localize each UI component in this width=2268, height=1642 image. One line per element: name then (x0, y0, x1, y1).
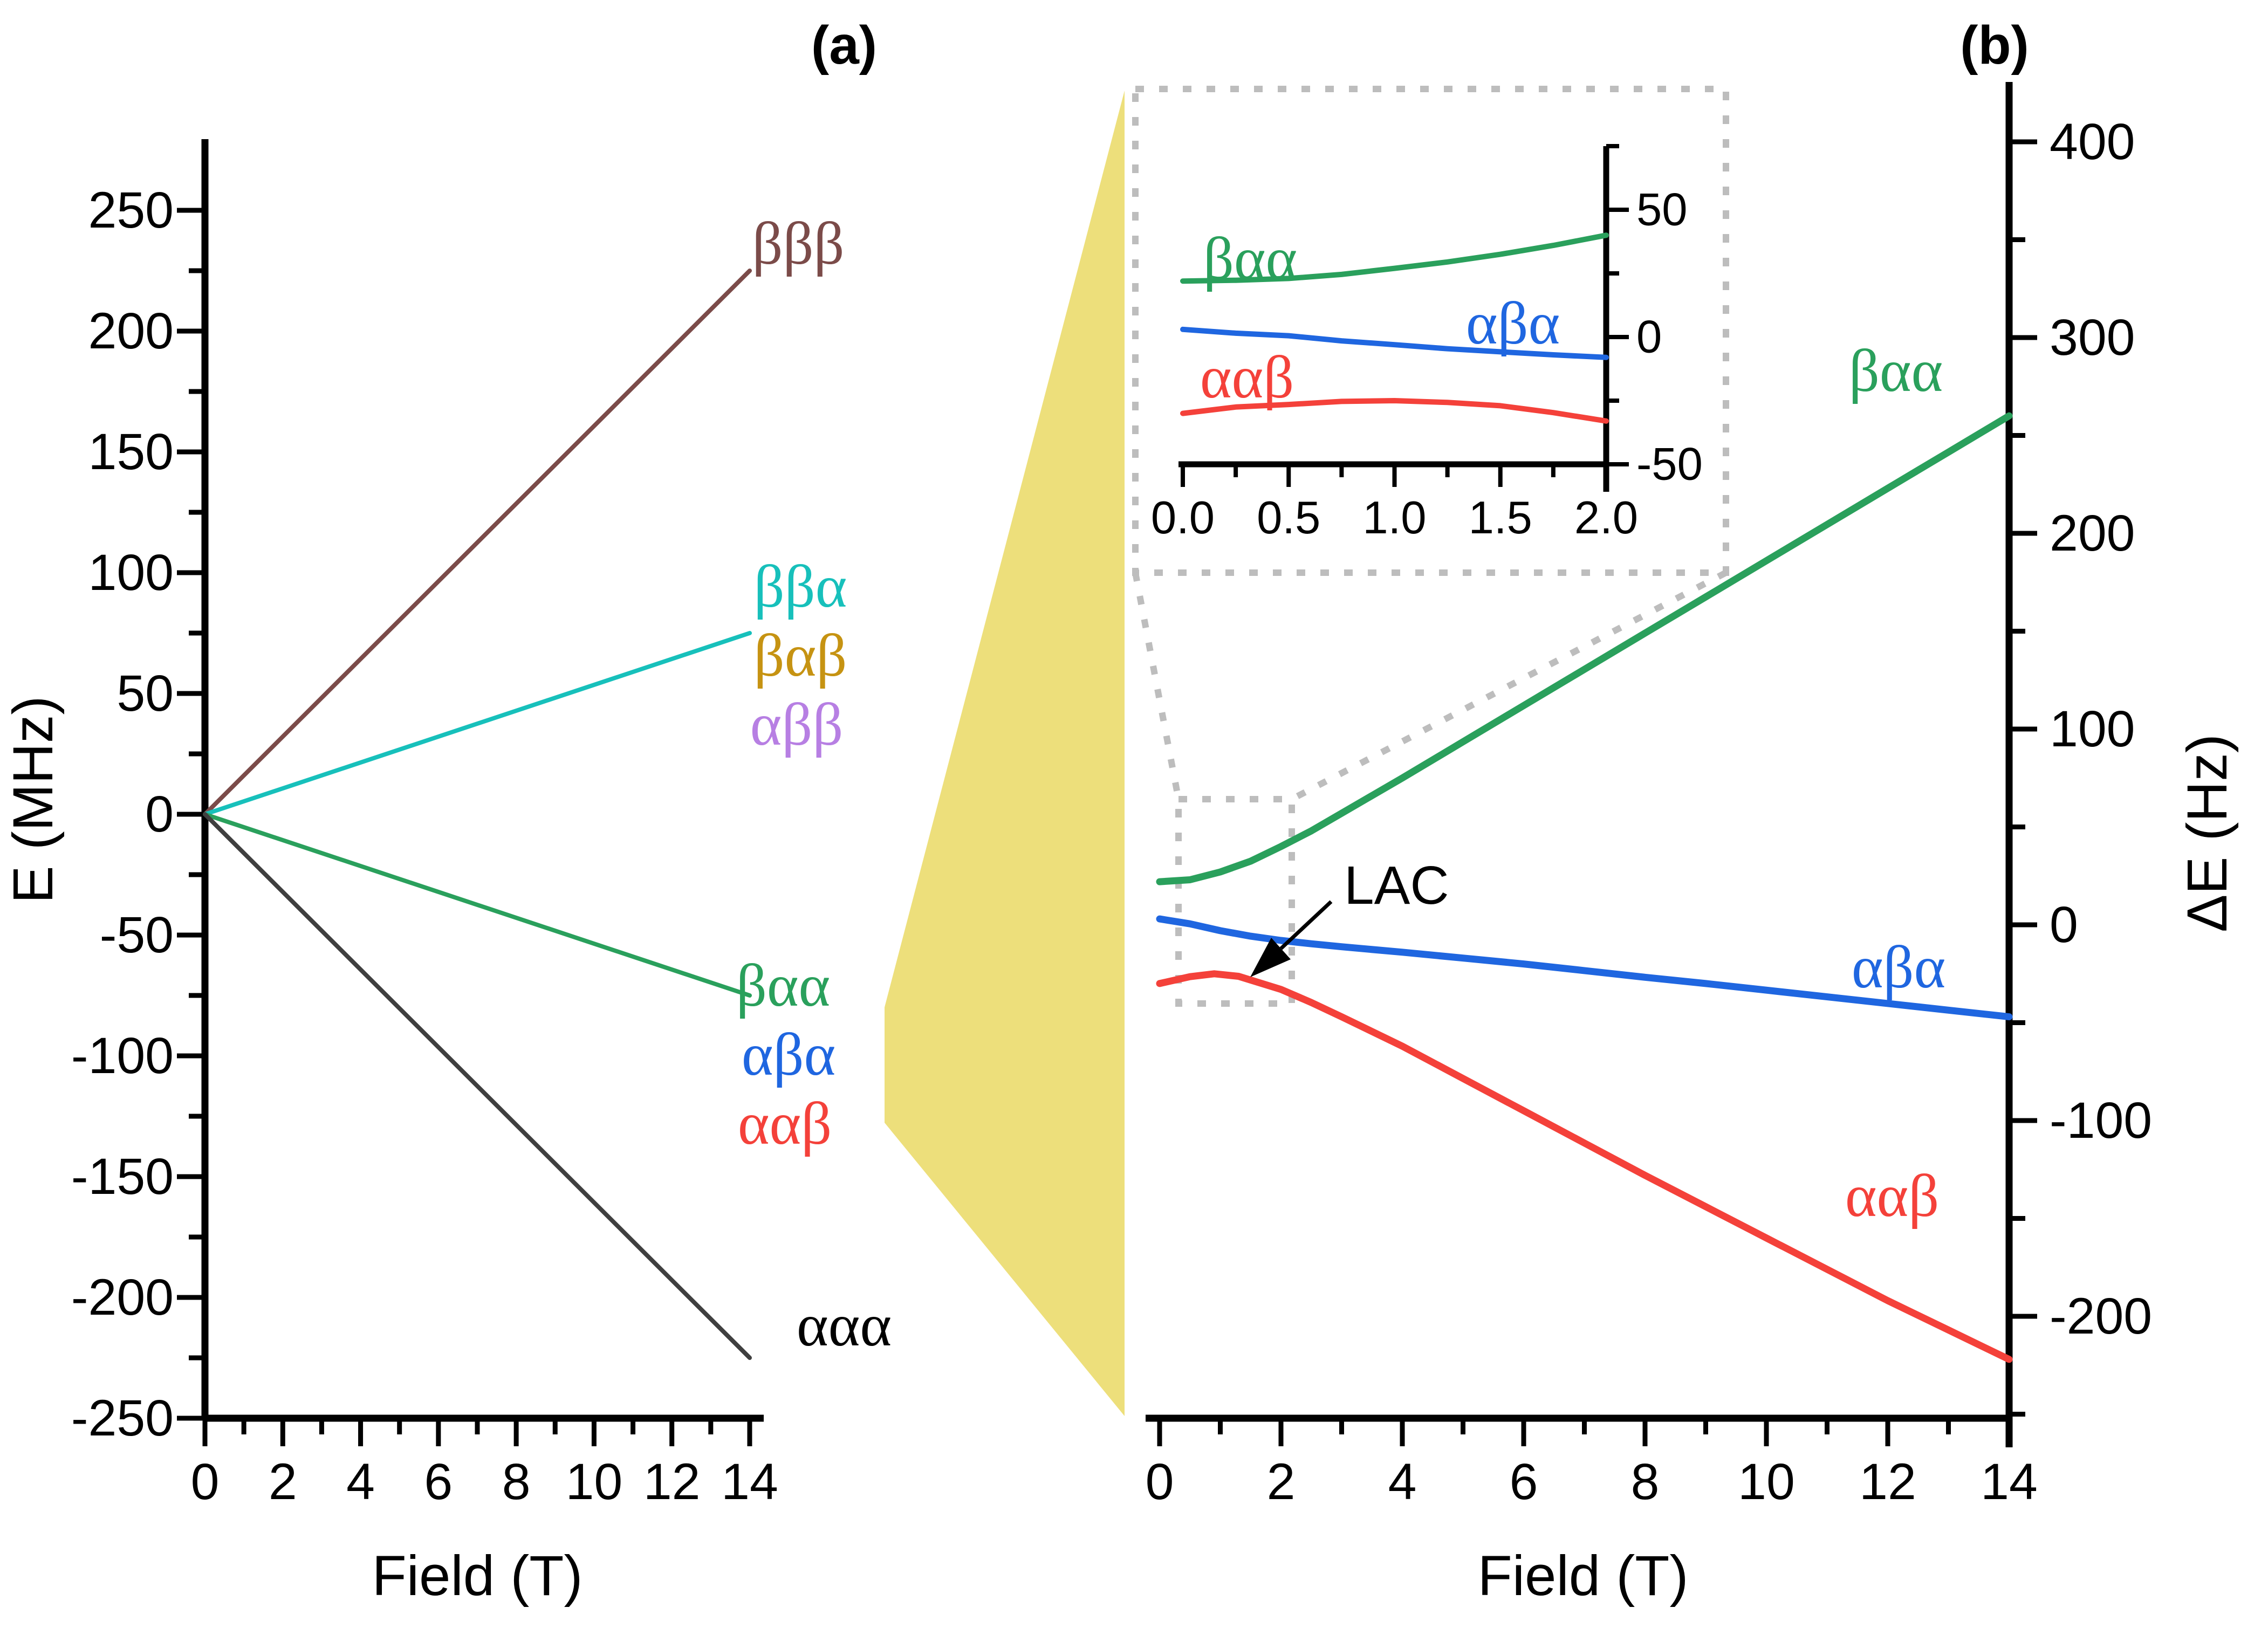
series-ββα/βαβ/αββ (203, 631, 752, 816)
state-label-βαα: βαα (1203, 225, 1297, 292)
x-tick-label: 4 (346, 1453, 375, 1510)
lac-arrow (1279, 900, 1333, 950)
x-tick-label: 8 (1631, 1453, 1660, 1510)
y-tick-label: 200 (88, 303, 174, 360)
series-βαα (1156, 412, 2013, 885)
panel-b-yaxis-label: ΔE (Hz) (2176, 734, 2239, 932)
panel-b-xaxis-label: Field (T) (1478, 1544, 1689, 1607)
y-tick-label: 0 (2050, 896, 2078, 953)
y-tick-label: -50 (100, 906, 174, 964)
zoom-beam-shape (885, 91, 1125, 1416)
state-label-αβα: αβα (742, 1021, 835, 1088)
lac-annotation: LAC (1344, 855, 1449, 916)
x-tick-label: 4 (1388, 1453, 1417, 1510)
x-tick-label: 10 (1738, 1453, 1795, 1510)
y-tick-label: 50 (117, 665, 174, 722)
y-tick-label: -200 (71, 1269, 174, 1326)
zoom-connector-line (1290, 569, 1728, 802)
x-tick-label: 0.0 (1151, 492, 1215, 544)
series-βαα/αβα/ααβ (203, 812, 752, 998)
series-αβα (1156, 915, 2013, 1021)
inset-border-box (1132, 86, 1729, 576)
y-tick-label: 150 (88, 423, 174, 480)
panel-b-title: (b) (1960, 15, 2029, 75)
y-tick-label: -100 (71, 1027, 174, 1084)
series-ααα (203, 812, 752, 1360)
state-label-βαα: βαα (736, 952, 830, 1019)
panel-a-title: (a) (811, 15, 877, 75)
series-βαα (1180, 232, 1609, 284)
y-tick-label: 300 (2050, 309, 2135, 366)
x-tick-label: 1.5 (1469, 492, 1532, 544)
state-label-ββα: ββα (754, 553, 847, 620)
x-tick-label: 2 (1267, 1453, 1296, 1510)
y-tick-label: -200 (2050, 1288, 2152, 1345)
series-αβα (1180, 326, 1609, 360)
x-tick-label: 2.0 (1574, 492, 1638, 544)
y-tick-label: 50 (1636, 184, 1688, 236)
y-tick-label: 100 (2050, 700, 2135, 758)
state-label-ααβ: ααβ (1200, 344, 1294, 411)
x-tick-label: 8 (502, 1453, 531, 1510)
y-tick-label: -250 (71, 1390, 174, 1447)
x-tick-label: 0.5 (1257, 492, 1320, 544)
state-label-ααβ: ααβ (738, 1090, 832, 1157)
panel-a-yaxis-label: E (MHz) (2, 696, 65, 904)
y-tick-label: -50 (1636, 439, 1703, 490)
y-tick-label: 0 (1636, 312, 1662, 363)
x-tick-label: 0 (191, 1453, 220, 1510)
zoom-callout-dashes (1132, 86, 1729, 1007)
state-label-αββ: αββ (750, 691, 844, 758)
state-label-ααβ: ααβ (1845, 1163, 1939, 1229)
state-label-βαβ: βαβ (754, 622, 847, 689)
y-tick-label: 250 (88, 182, 174, 239)
zoom-connector-line (1132, 572, 1182, 800)
y-tick-label: 100 (88, 544, 174, 601)
y-tick-label: 400 (2050, 113, 2135, 170)
zoom-region-box (1175, 796, 1295, 1007)
state-label-αβα: αβα (1852, 934, 1945, 1001)
chart-content: 0 2 4 6 8 10 12 14250200150100500-50-100-150-20… (71, 82, 2152, 1510)
state-label-βββ: βββ (752, 210, 845, 277)
x-tick-label: 14 (1981, 1453, 2038, 1510)
x-tick-label: 2 (269, 1453, 297, 1510)
x-tick-label: 14 (721, 1453, 778, 1510)
x-tick-label: 6 (1510, 1453, 1538, 1510)
series-βββ (203, 269, 752, 816)
state-label-βαα: βαα (1849, 338, 1943, 404)
x-tick-label: 12 (643, 1453, 701, 1510)
lac-arrow-head-icon (1250, 938, 1291, 977)
state-label-αβα: αβα (1466, 290, 1560, 357)
state-label-ααα: ααα (797, 1292, 892, 1359)
panel-a-xaxis-label: Field (T) (372, 1544, 583, 1607)
series-ααβ (1180, 398, 1609, 424)
y-tick-label: 0 (145, 786, 174, 843)
x-tick-label: 0 (1146, 1453, 1174, 1510)
y-tick-label: 200 (2050, 505, 2135, 562)
y-tick-label: -100 (2050, 1092, 2152, 1149)
x-tick-label: 1.0 (1362, 492, 1426, 544)
series-ααβ (1156, 970, 2013, 1363)
x-tick-label: 12 (1859, 1453, 1916, 1510)
x-tick-label: 10 (566, 1453, 623, 1510)
y-tick-label: -150 (71, 1148, 174, 1205)
x-tick-label: 6 (424, 1453, 453, 1510)
